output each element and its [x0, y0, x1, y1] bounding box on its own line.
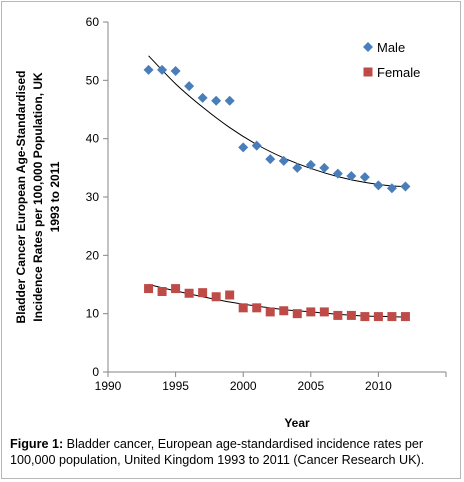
y-tick-label: 30	[86, 190, 100, 204]
point-male	[386, 183, 397, 194]
point-female	[292, 309, 302, 319]
point-female	[157, 287, 167, 296]
point-female	[184, 288, 194, 298]
point-female	[238, 303, 248, 313]
point-female	[373, 312, 383, 322]
point-male	[305, 159, 316, 170]
chart: 0 10 20 30 40 50 60 1990 1995 2000 2005 2010 Male Fe…	[14, 15, 447, 430]
legend-label-male: Male	[377, 40, 405, 55]
legend-marker-female	[363, 67, 373, 77]
point-female	[265, 307, 275, 317]
point-female	[400, 312, 410, 322]
axes: 0 10 20 30 40 50 60 1990 1995 2000 2005 2010	[86, 15, 447, 393]
x-tick-label: 2000	[230, 379, 257, 393]
point-male	[224, 95, 235, 106]
point-female	[387, 312, 397, 322]
y-tick-label: 40	[86, 132, 100, 146]
y-axis-title-line: 1993 to 2011	[48, 161, 62, 232]
y-tick-label: 50	[86, 73, 100, 87]
y-axis-title-line: Bladder Cancer European Age-Standardised	[14, 71, 28, 324]
y-tick-label: 10	[86, 307, 100, 321]
y-tick-label: 0	[92, 365, 99, 379]
point-female	[171, 284, 181, 294]
trendlines	[148, 55, 406, 318]
point-female	[360, 312, 370, 322]
point-female	[319, 307, 329, 317]
y-tick-label: 60	[86, 15, 100, 29]
x-tick-label: 1990	[95, 379, 122, 393]
point-male	[319, 162, 330, 173]
x-axis-title: Year	[284, 416, 310, 430]
legend: Male Female	[363, 40, 420, 80]
point-female	[198, 288, 208, 298]
point-female	[252, 303, 262, 313]
point-male	[400, 181, 411, 192]
point-male	[157, 64, 168, 75]
point-female	[306, 307, 316, 317]
figure-caption: Figure 1: Bladder cancer, European age-s…	[10, 436, 456, 468]
point-female	[225, 290, 235, 300]
x-tick-label: 2005	[297, 379, 324, 393]
point-male	[238, 142, 249, 153]
point-male	[346, 171, 357, 181]
point-female	[279, 306, 289, 316]
point-female	[333, 310, 343, 320]
point-male	[251, 140, 262, 151]
legend-marker-male	[363, 42, 373, 52]
point-male	[184, 81, 195, 92]
point-male	[292, 162, 303, 173]
point-male	[265, 154, 276, 165]
point-female	[211, 292, 221, 302]
y-axis-title-line: Incidence Rates per 100,000 Population, …	[31, 72, 45, 322]
data-points	[143, 64, 411, 322]
point-male	[359, 172, 370, 183]
point-female	[346, 310, 356, 320]
y-tick-label: 20	[86, 248, 100, 262]
y-axis-title: Bladder Cancer European Age-Standardised…	[14, 71, 62, 324]
point-male	[197, 92, 208, 103]
point-male	[373, 180, 384, 191]
point-male	[170, 66, 181, 76]
point-male	[143, 64, 154, 75]
caption-text: Bladder cancer, European age-standardise…	[10, 437, 425, 467]
point-male	[211, 95, 222, 106]
x-tick-label: 1995	[162, 379, 189, 393]
x-tick-label: 2010	[365, 379, 392, 393]
caption-label: Figure 1:	[10, 437, 64, 451]
point-male	[278, 155, 289, 166]
point-male	[332, 168, 343, 179]
point-female	[144, 284, 154, 294]
legend-label-female: Female	[377, 65, 420, 80]
